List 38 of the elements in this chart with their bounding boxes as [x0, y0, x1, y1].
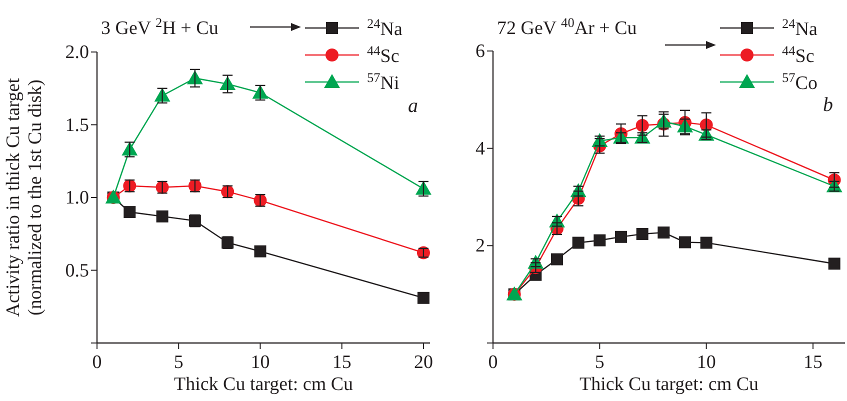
x-tick-label: 0: [488, 352, 498, 373]
x-axis-title: Thick Cu target: cm Cu: [579, 374, 760, 395]
annotation: a: [408, 95, 418, 117]
y-tick-label: 0.5: [65, 260, 89, 282]
point: [700, 236, 712, 249]
x-tick-label: 5: [174, 352, 184, 373]
point: [636, 228, 648, 240]
point: [828, 258, 840, 270]
x-tick-label: 10: [696, 352, 716, 373]
legend-label: $^{57}$Ni: [367, 70, 400, 94]
point: [679, 236, 691, 248]
x-tick-label: 15: [804, 352, 822, 373]
point: [658, 226, 670, 239]
legend-label: $^{24}$Na: [782, 16, 818, 40]
x-tick-label: 0: [92, 352, 102, 373]
legend-label: $^{24}$Na: [367, 16, 404, 40]
point: [572, 236, 584, 249]
y-tick-label: 4: [476, 138, 486, 160]
y-axis-title: Activity ratio in thick Cu target (normalized to the 1st Cu disk): [3, 77, 46, 317]
y-tick-label: 1.5: [65, 114, 89, 136]
x-tick-label: 10: [250, 352, 270, 373]
annotation: b: [823, 94, 833, 116]
x-axis-title: Thick Cu target: cm Cu: [174, 374, 354, 395]
y-tick-label: 2.0: [65, 42, 89, 63]
legend-label: $^{44}$Sc: [367, 42, 400, 67]
y-tick-label: 2: [476, 236, 485, 257]
x-tick-label: 15: [332, 352, 352, 373]
y-tick-label: 1.0: [65, 188, 89, 208]
chart-title: 72 GeV $^{40}$Ar + Cu: [497, 14, 638, 39]
point: [551, 253, 563, 266]
chart-title: 3 GeV $^{2}$H + Cu: [101, 14, 219, 39]
point: [615, 230, 627, 243]
legend-label: $^{57}$Co: [782, 70, 818, 94]
point: [594, 234, 606, 246]
legend-label: $^{44}$Sc: [782, 42, 814, 67]
y-tick-label: 6: [476, 41, 485, 62]
x-tick-label: 20: [414, 352, 433, 373]
x-tick-label: 5: [594, 352, 604, 373]
